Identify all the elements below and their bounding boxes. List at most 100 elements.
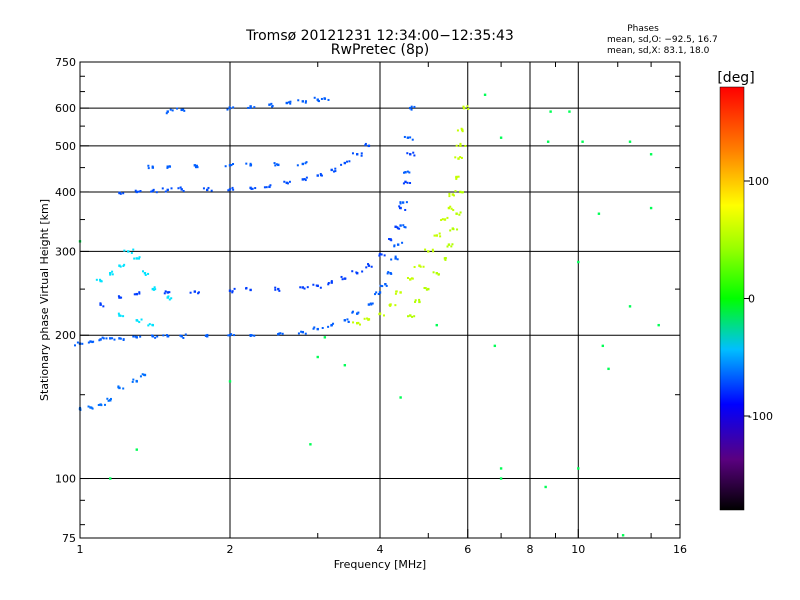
colorbar-tick-label: -100 xyxy=(748,410,773,423)
data-point xyxy=(101,336,104,339)
data-point xyxy=(390,258,393,261)
x-tick-label: 4 xyxy=(377,543,384,556)
data-point xyxy=(340,275,343,278)
data-point xyxy=(176,107,179,110)
data-point xyxy=(150,190,153,193)
data-point xyxy=(278,332,281,335)
data-point xyxy=(228,380,232,383)
data-point xyxy=(414,300,417,303)
data-point xyxy=(446,216,449,219)
data-point xyxy=(100,280,103,283)
data-point xyxy=(147,324,150,327)
data-point xyxy=(232,163,235,166)
data-point xyxy=(327,283,330,286)
data-point xyxy=(402,182,405,185)
data-point xyxy=(228,164,232,167)
data-point xyxy=(177,187,180,190)
data-point xyxy=(601,344,605,348)
data-point xyxy=(546,140,550,143)
data-point xyxy=(205,188,209,192)
data-point xyxy=(118,314,121,317)
data-point xyxy=(607,367,610,371)
data-point xyxy=(301,286,305,289)
data-point xyxy=(396,226,399,229)
colorbar xyxy=(719,86,745,511)
data-point xyxy=(232,188,235,191)
data-point xyxy=(268,185,271,189)
data-point xyxy=(374,293,377,296)
data-point xyxy=(138,291,141,294)
data-point xyxy=(346,160,349,163)
data-point xyxy=(168,165,171,168)
data-point xyxy=(289,102,292,105)
x-tick-label: 6 xyxy=(464,543,471,556)
data-point xyxy=(455,176,458,179)
chart-subtitle: RwPretec (8p) xyxy=(331,42,429,58)
data-point xyxy=(166,296,169,299)
data-point xyxy=(286,182,289,185)
data-point xyxy=(366,317,369,320)
data-point xyxy=(152,188,155,191)
data-point xyxy=(423,286,426,289)
data-point xyxy=(134,335,137,338)
data-point xyxy=(399,207,402,210)
data-point xyxy=(304,100,307,103)
data-point xyxy=(409,153,412,156)
data-point xyxy=(334,170,337,173)
data-point xyxy=(462,106,466,110)
data-point xyxy=(104,403,107,406)
data-point xyxy=(164,190,167,193)
data-point xyxy=(137,190,140,193)
data-point xyxy=(410,108,413,111)
data-point xyxy=(135,379,138,382)
data-point xyxy=(319,286,322,289)
data-point xyxy=(285,181,288,185)
data-point xyxy=(202,187,205,190)
axis-ticks-layer: 1 2 4 6 8 10 16 75 100 200 300 400 500 600 750 xyxy=(55,56,687,556)
data-point xyxy=(455,144,458,147)
data-point xyxy=(401,201,405,204)
data-point xyxy=(394,304,397,307)
data-point xyxy=(141,373,144,376)
data-point xyxy=(228,334,232,337)
data-point xyxy=(95,278,98,281)
data-point xyxy=(396,243,400,246)
data-point xyxy=(281,332,284,335)
data-point xyxy=(406,152,409,155)
data-point xyxy=(226,108,229,111)
data-point xyxy=(388,304,391,307)
data-point xyxy=(245,286,248,289)
data-point xyxy=(367,318,370,321)
data-point xyxy=(351,152,354,155)
data-point xyxy=(351,270,354,273)
data-point xyxy=(289,100,292,103)
data-point xyxy=(166,166,169,169)
data-point xyxy=(184,333,187,336)
data-point xyxy=(388,238,391,241)
data-point xyxy=(544,485,547,489)
data-point xyxy=(135,336,138,339)
data-point xyxy=(460,156,463,159)
data-point xyxy=(455,177,458,180)
data-point xyxy=(312,327,315,330)
data-point xyxy=(418,298,421,301)
data-point xyxy=(263,186,266,189)
data-point xyxy=(406,170,409,173)
data-point xyxy=(402,224,405,227)
data-point xyxy=(404,171,407,174)
data-point xyxy=(403,135,406,138)
data-point xyxy=(87,405,90,408)
data-point xyxy=(330,280,333,283)
data-point xyxy=(364,142,367,145)
data-point xyxy=(452,194,455,197)
y-tick-label: 600 xyxy=(55,102,76,115)
data-point xyxy=(303,287,306,290)
data-point xyxy=(394,225,397,228)
data-point xyxy=(406,181,409,184)
data-point xyxy=(250,187,253,190)
data-point xyxy=(459,142,462,145)
data-point xyxy=(233,334,236,337)
data-point xyxy=(315,284,318,287)
data-point xyxy=(466,105,469,108)
